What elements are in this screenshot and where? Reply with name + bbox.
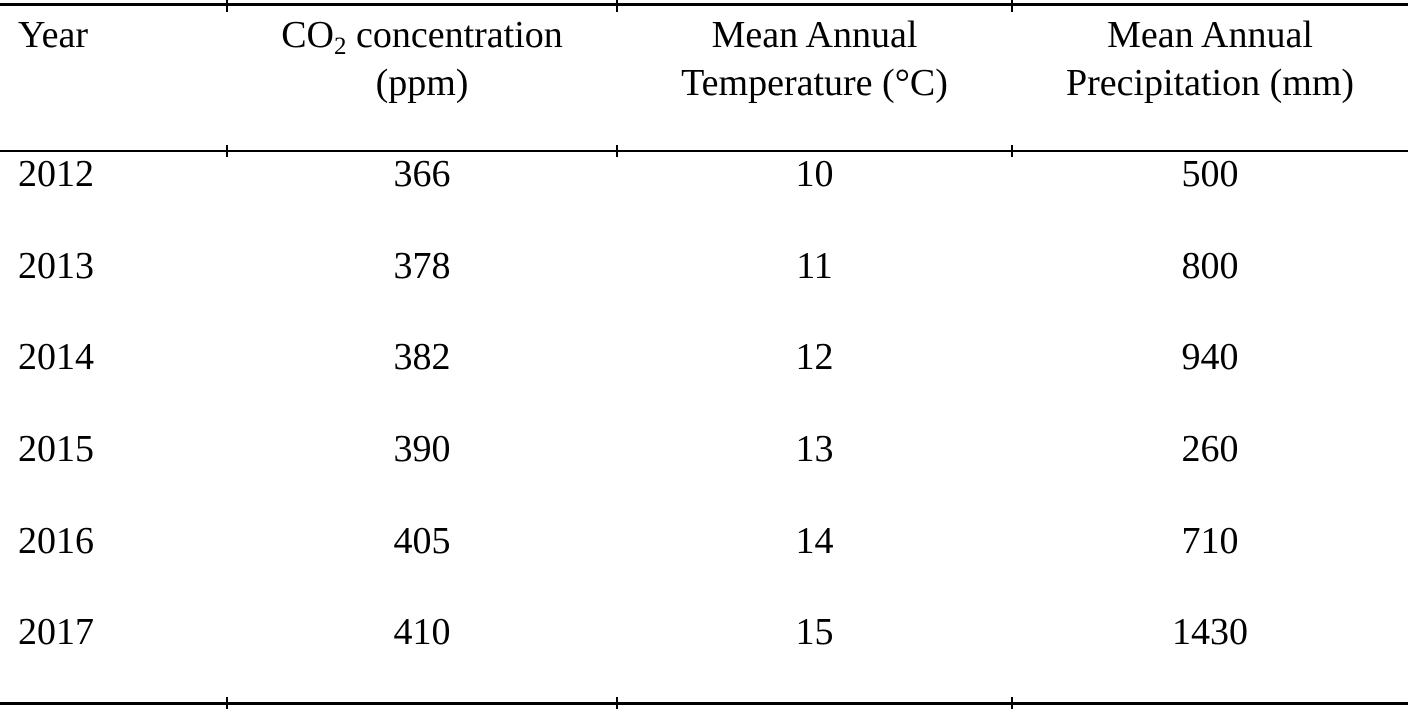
cell-temperature: 12 xyxy=(795,336,834,379)
header-year-label: Year xyxy=(18,14,89,56)
header-co2-line1: CO2 concentration xyxy=(281,14,563,60)
cell-precipitation: 710 xyxy=(1181,519,1239,562)
cell-precipitation: 1430 xyxy=(1172,611,1248,654)
cell-temperature: 14 xyxy=(795,519,834,562)
cell-co2: 378 xyxy=(393,244,451,287)
cell-precipitation: 500 xyxy=(1181,153,1239,195)
header-precip-line1: Mean Annual xyxy=(1107,14,1313,56)
cell-temperature: 10 xyxy=(795,153,834,195)
column-boundary-tick xyxy=(1011,145,1013,157)
cell-precipitation: 940 xyxy=(1181,336,1239,379)
cell-co2: 390 xyxy=(393,427,451,470)
table-row: 2012 366 10 500 xyxy=(0,152,1408,244)
cell-year: 2014 xyxy=(18,336,94,379)
header-temp-line2: Temperature (°C) xyxy=(681,62,948,104)
column-boundary-tick xyxy=(1011,697,1013,709)
table-body: 2012 366 10 500 2013 378 11 800 2014 382… xyxy=(0,152,1408,702)
cell-year: 2015 xyxy=(18,427,94,470)
cell-co2: 410 xyxy=(393,611,451,654)
column-boundary-tick xyxy=(226,0,228,12)
column-boundary-tick xyxy=(616,145,618,157)
header-co2-concentration: CO2 concentration (ppm) xyxy=(227,6,617,150)
column-boundary-tick xyxy=(226,145,228,157)
table-row: 2016 405 14 710 xyxy=(0,519,1408,611)
header-temp-line1: Mean Annual xyxy=(711,14,918,56)
header-precip-line2: Precipitation (mm) xyxy=(1065,62,1355,104)
cell-co2: 366 xyxy=(393,153,451,195)
table-row: 2014 382 12 940 xyxy=(0,335,1408,427)
table-bottom-rule xyxy=(0,702,1408,705)
table-row: 2013 378 11 800 xyxy=(0,244,1408,336)
cell-precipitation: 800 xyxy=(1181,244,1239,287)
column-boundary-tick xyxy=(616,0,618,12)
column-boundary-tick xyxy=(616,697,618,709)
cell-co2: 382 xyxy=(393,336,451,379)
header-co2-unit: (ppm) xyxy=(375,62,469,104)
header-mean-annual-precipitation: Mean Annual Precipitation (mm) xyxy=(1012,6,1408,150)
column-boundary-tick xyxy=(1011,0,1013,12)
cell-precipitation: 260 xyxy=(1181,427,1239,470)
table-row: 2015 390 13 260 xyxy=(0,427,1408,519)
header-mean-annual-temperature: Mean Annual Temperature (°C) xyxy=(617,6,1012,150)
table-header-rule xyxy=(0,150,1408,152)
table-top-rule xyxy=(0,3,1408,6)
header-year: Year xyxy=(0,6,227,150)
cell-temperature: 15 xyxy=(795,611,834,654)
column-boundary-tick xyxy=(226,697,228,709)
cell-year: 2016 xyxy=(18,519,94,562)
cell-year: 2013 xyxy=(18,244,94,287)
cell-year: 2017 xyxy=(18,611,94,654)
table-header-row: Year CO2 concentration (ppm) Mean Annual… xyxy=(0,6,1408,150)
cell-temperature: 11 xyxy=(796,244,833,287)
co2-subscript: 2 xyxy=(334,33,347,60)
cell-year: 2012 xyxy=(18,153,94,195)
cell-co2: 405 xyxy=(393,519,451,562)
cell-temperature: 13 xyxy=(795,427,834,470)
table-row: 2017 410 15 1430 xyxy=(0,610,1408,702)
